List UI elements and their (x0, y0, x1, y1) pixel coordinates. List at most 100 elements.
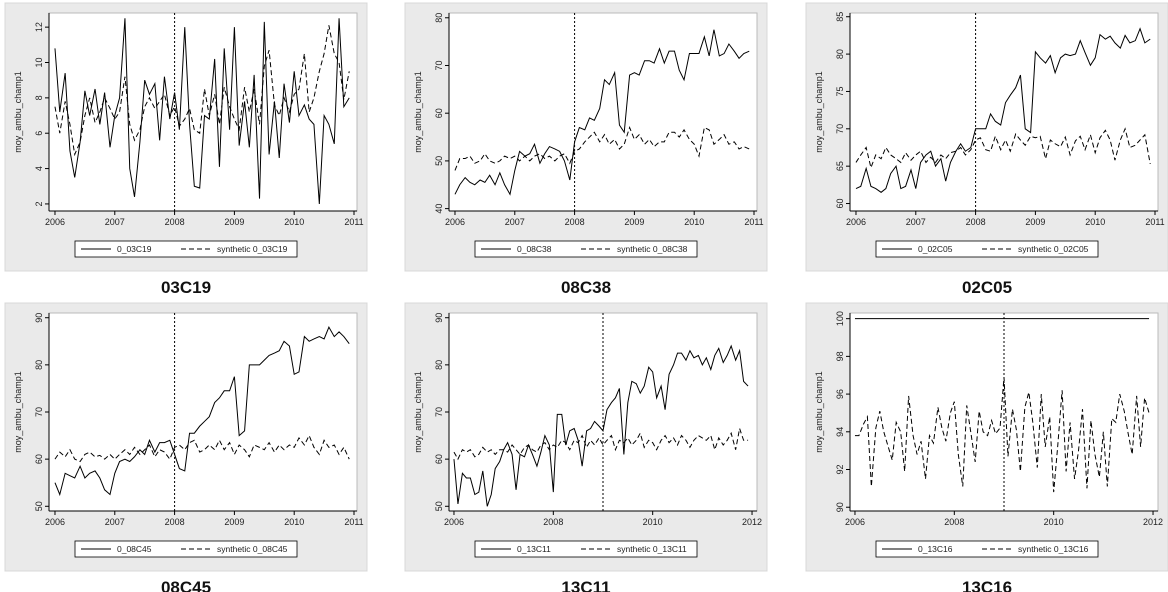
x-tick-label: 2010 (1044, 517, 1064, 527)
x-tick-label: 2006 (845, 517, 865, 527)
legend-label: synthetic 0_08C45 (217, 544, 288, 554)
x-tick-label: 2006 (45, 217, 65, 227)
x-tick-label: 2006 (45, 517, 65, 527)
y-axis-label: moy_ambu_champ1 (413, 71, 423, 153)
x-tick-label: 2011 (344, 217, 363, 227)
y-tick-label: 70 (434, 407, 444, 417)
y-tick-label: 60 (434, 454, 444, 464)
y-axis-label: moy_ambu_champ1 (814, 371, 824, 453)
panel: 2 4 6 8 10 12 2006 2007 2008 2009 2010 2011 moy_ambu… (4, 2, 368, 297)
y-tick-label: 8 (34, 95, 44, 100)
y-tick-label: 80 (434, 360, 444, 370)
x-tick-label: 2010 (643, 517, 663, 527)
y-tick-label: 40 (434, 204, 444, 214)
y-tick-label: 94 (835, 427, 845, 437)
y-tick-label: 75 (835, 86, 845, 96)
y-axis-label: moy_ambu_champ1 (13, 71, 23, 153)
series-line (855, 127, 1151, 170)
y-tick-label: 92 (835, 465, 845, 475)
legend-label: synthetic 0_13C11 (617, 544, 687, 554)
y-tick-label: 70 (34, 407, 44, 417)
y-tick-label: 60 (835, 199, 845, 209)
series-line (54, 325, 350, 497)
x-tick-label: 2006 (444, 517, 464, 527)
y-tick-label: 80 (434, 13, 444, 23)
series-line (54, 18, 350, 204)
legend-label: synthetic 0_02C05 (1018, 244, 1089, 254)
series-line (454, 126, 750, 171)
y-tick-label: 50 (434, 501, 444, 511)
y-tick-label: 70 (835, 124, 845, 134)
panel-caption: 03C19 (161, 278, 211, 297)
x-tick-label: 2007 (105, 217, 125, 227)
plot-area (448, 12, 758, 212)
legend-label: synthetic 0_03C19 (217, 244, 288, 254)
panel: 90 92 94 96 98 100 2006 2008 2010 2012 moy_ambu_ch… (805, 302, 1168, 592)
x-tick-label: 2010 (1085, 217, 1105, 227)
panel-caption: 02C05 (962, 278, 1012, 297)
legend-label: 0_08C38 (517, 244, 552, 254)
legend-label: synthetic 0_13C16 (1018, 544, 1089, 554)
y-tick-label: 70 (434, 60, 444, 70)
y-tick-label: 90 (835, 502, 845, 512)
plot-area (48, 312, 358, 512)
series-line (855, 27, 1151, 193)
x-tick-label: 2011 (344, 517, 363, 527)
x-tick-label: 2011 (744, 217, 763, 227)
y-tick-label: 6 (34, 131, 44, 136)
y-tick-label: 80 (34, 360, 44, 370)
x-tick-label: 2007 (906, 217, 926, 227)
panel-caption: 13C11 (561, 578, 610, 592)
y-tick-label: 98 (835, 351, 845, 361)
x-tick-label: 2008 (966, 217, 986, 227)
x-tick-label: 2011 (1145, 217, 1164, 227)
y-tick-label: 90 (34, 313, 44, 323)
y-tick-label: 60 (434, 108, 444, 118)
y-axis-label: moy_ambu_champ1 (413, 371, 423, 453)
y-tick-label: 100 (835, 311, 845, 326)
plot-area (48, 12, 358, 212)
y-tick-label: 12 (34, 22, 44, 32)
y-tick-label: 50 (34, 501, 44, 511)
y-tick-label: 10 (34, 57, 44, 67)
x-tick-label: 2009 (1025, 217, 1045, 227)
x-tick-label: 2006 (846, 217, 866, 227)
x-tick-label: 2010 (684, 217, 704, 227)
y-tick-label: 50 (434, 156, 444, 166)
panel: 50 60 70 80 90 2006 2008 2010 2012 moy_ambu_champ… (404, 302, 768, 592)
y-tick-label: 65 (835, 161, 845, 171)
x-tick-label: 2012 (742, 517, 762, 527)
panel: 50 60 70 80 90 2006 2007 2008 2009 2010 2011 moy_am… (4, 302, 368, 592)
y-tick-label: 60 (34, 454, 44, 464)
panel: 60 65 70 75 80 85 2006 2007 2008 2009 2010 2011 moy_… (805, 2, 1168, 297)
legend-label: 0_08C45 (117, 544, 152, 554)
y-tick-label: 4 (34, 166, 44, 171)
y-tick-label: 90 (434, 313, 444, 323)
panel-caption: 08C45 (161, 578, 211, 592)
panel: 40 50 60 70 80 2006 2007 2008 2009 2010 2011 moy_am… (404, 2, 768, 297)
series-line (54, 25, 350, 157)
x-tick-label: 2007 (505, 217, 525, 227)
series-line (54, 434, 350, 463)
panel-caption: 13C16 (962, 578, 1012, 592)
y-axis-label: moy_ambu_champ1 (13, 371, 23, 453)
x-tick-label: 2010 (284, 517, 304, 527)
panel-caption: 08C38 (561, 278, 611, 297)
legend-label: 0_02C05 (918, 244, 953, 254)
series-line (454, 29, 750, 196)
y-tick-label: 96 (835, 389, 845, 399)
x-tick-label: 2008 (165, 517, 185, 527)
x-tick-label: 2008 (944, 517, 964, 527)
x-tick-label: 2009 (224, 517, 244, 527)
x-tick-label: 2010 (284, 217, 304, 227)
y-tick-label: 80 (835, 49, 845, 59)
y-tick-label: 85 (835, 12, 845, 22)
series-line (453, 344, 749, 507)
y-axis-label: moy_ambu_champ1 (814, 71, 824, 153)
x-tick-label: 2009 (624, 217, 644, 227)
x-tick-label: 2012 (1143, 517, 1163, 527)
legend-label: synthetic 0_08C38 (617, 244, 688, 254)
x-tick-label: 2009 (224, 217, 244, 227)
legend-label: 0_13C16 (918, 544, 953, 554)
